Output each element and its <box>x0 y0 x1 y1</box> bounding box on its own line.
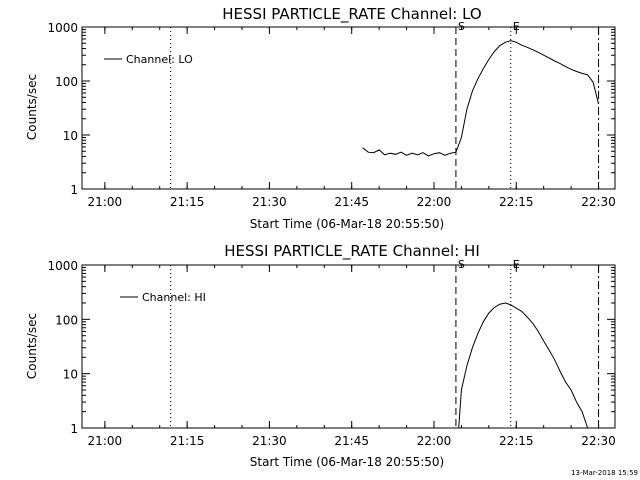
x-tick-label: 22:15 <box>499 195 534 209</box>
x-axis-label: Start Time (06-Mar-18 20:55:50) <box>250 217 444 231</box>
x-tick-label: 21:30 <box>252 434 287 448</box>
x-tick-label: 21:00 <box>88 195 123 209</box>
x-tick-label: 22:30 <box>581 434 616 448</box>
legend-entry-label: Channel: LO <box>126 53 193 66</box>
event-marker-label: S <box>458 258 465 271</box>
y-tick-label: 1 <box>70 422 78 436</box>
x-tick-label: 22:00 <box>417 195 452 209</box>
y-tick-label: 100 <box>55 313 78 327</box>
event-marker-label: S <box>458 20 465 33</box>
x-tick-label: 22:30 <box>581 195 616 209</box>
y-axis-label: Counts/sec <box>25 313 39 379</box>
x-tick-label: 21:15 <box>170 195 205 209</box>
chart-title: HESSI PARTICLE_RATE Channel: LO <box>222 5 481 24</box>
x-tick-label: 21:15 <box>170 434 205 448</box>
x-tick-label: 21:30 <box>252 195 287 209</box>
event-marker-label: E <box>513 20 520 33</box>
x-axis-label: Start Time (06-Mar-18 20:55:50) <box>250 455 444 469</box>
series-line <box>362 40 599 157</box>
y-tick-label: 1000 <box>47 21 78 35</box>
panel-hi-channel: HESSI PARTICLE_RATE Channel: HI Start Ti… <box>25 242 616 469</box>
legend-entry-label: Channel: HI <box>142 291 206 304</box>
chart-title: HESSI PARTICLE_RATE Channel: HI <box>224 242 480 261</box>
y-tick-label: 10 <box>63 129 78 143</box>
x-tick-label: 21:00 <box>88 434 123 448</box>
plot-frame <box>81 264 616 429</box>
generated-timestamp: 13-Mar-2018 15:59 <box>571 469 638 477</box>
x-tick-label: 21:45 <box>334 195 369 209</box>
y-tick-label: 100 <box>55 75 78 89</box>
y-tick-label: 10 <box>63 368 78 382</box>
plot-frame <box>81 26 616 190</box>
event-marker-label: E <box>513 258 520 271</box>
x-tick-label: 22:00 <box>417 434 452 448</box>
y-axis-label: Counts/sec <box>25 74 39 140</box>
y-tick-label: 1 <box>70 183 78 197</box>
x-tick-label: 21:45 <box>334 434 369 448</box>
y-tick-label: 1000 <box>47 259 78 273</box>
series-line <box>458 302 589 429</box>
x-tick-label: 22:15 <box>499 434 534 448</box>
panel-lo-channel: HESSI PARTICLE_RATE Channel: LO Start Ti… <box>25 5 616 231</box>
